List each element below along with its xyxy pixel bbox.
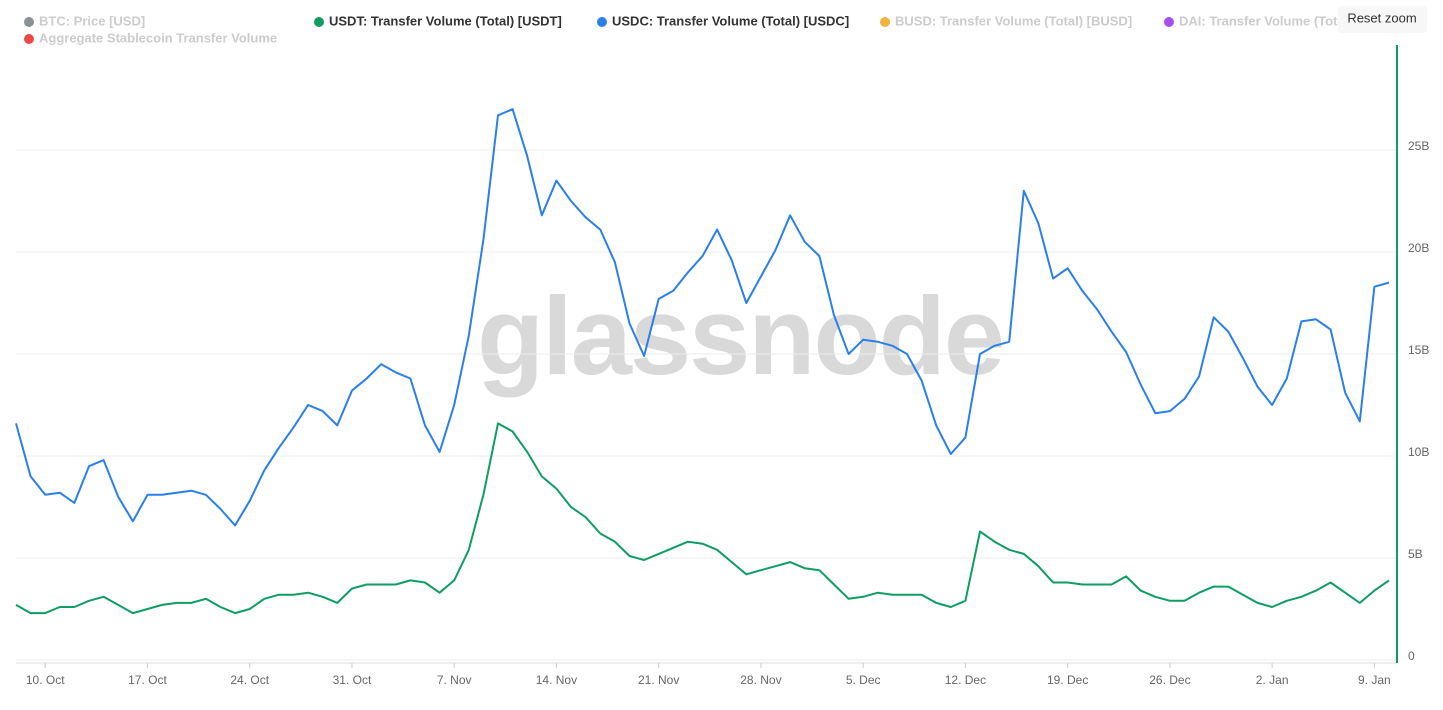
x-tick-label: 10. Oct — [26, 673, 65, 687]
x-tick-label: 14. Nov — [536, 673, 577, 687]
legend-item[interactable]: BTC: Price [USD] — [24, 13, 145, 28]
y-tick-label: 20B — [1408, 241, 1429, 255]
y-tick-label: 5B — [1408, 547, 1423, 561]
x-tick-label: 26. Dec — [1149, 673, 1190, 687]
legend-label: USDC: Transfer Volume (Total) [USDC] — [612, 13, 849, 28]
x-tick-label: 12. Dec — [945, 673, 986, 687]
legend-dot — [1164, 17, 1174, 27]
legend-label: DAI: Transfer Volume (Total) [DAI] — [1179, 13, 1387, 28]
legend-dot — [314, 17, 324, 27]
y-tick-label: 10B — [1408, 445, 1429, 459]
series-line — [15, 422, 1390, 615]
legend-label: BUSD: Transfer Volume (Total) [BUSD] — [895, 13, 1132, 28]
legend-item[interactable]: BUSD: Transfer Volume (Total) [BUSD] — [880, 13, 1132, 28]
legend-item[interactable]: USDC: Transfer Volume (Total) [USDC] — [597, 13, 849, 28]
y-tick-label: 0 — [1408, 649, 1415, 663]
x-tick-label: 2. Jan — [1256, 673, 1289, 687]
legend-dot — [880, 17, 890, 27]
x-tick-label: 21. Nov — [638, 673, 679, 687]
button-label: Reset zoom — [1347, 10, 1416, 25]
x-tick-label: 9. Jan — [1358, 673, 1391, 687]
legend-label: Aggregate Stablecoin Transfer Volume — [39, 30, 277, 45]
reset-zoom-button[interactable]: Reset zoom — [1338, 6, 1427, 33]
x-tick-label: 24. Oct — [230, 673, 269, 687]
legend-dot — [24, 17, 34, 27]
legend-item[interactable]: DAI: Transfer Volume (Total) [DAI] — [1164, 13, 1387, 28]
legend-dot — [24, 34, 34, 44]
x-tick-label: 28. Nov — [740, 673, 781, 687]
x-tick-label: 31. Oct — [333, 673, 372, 687]
y-tick-label: 25B — [1408, 139, 1429, 153]
x-tick-label: 19. Dec — [1047, 673, 1088, 687]
legend-item[interactable]: USDT: Transfer Volume (Total) [USDT] — [314, 13, 562, 28]
legend-label: BTC: Price [USD] — [39, 13, 145, 28]
x-tick-label: 17. Oct — [128, 673, 167, 687]
x-tick-label: 7. Nov — [437, 673, 472, 687]
legend-dot — [597, 17, 607, 27]
button-bg — [1338, 6, 1427, 33]
y-tick-label: 15B — [1408, 343, 1429, 357]
watermark: glassnode — [477, 275, 1003, 398]
legend-item[interactable]: Aggregate Stablecoin Transfer Volume — [24, 30, 277, 45]
x-tick-label: 5. Dec — [846, 673, 881, 687]
series-line — [15, 108, 1390, 527]
legend-label: USDT: Transfer Volume (Total) [USDT] — [329, 13, 562, 28]
